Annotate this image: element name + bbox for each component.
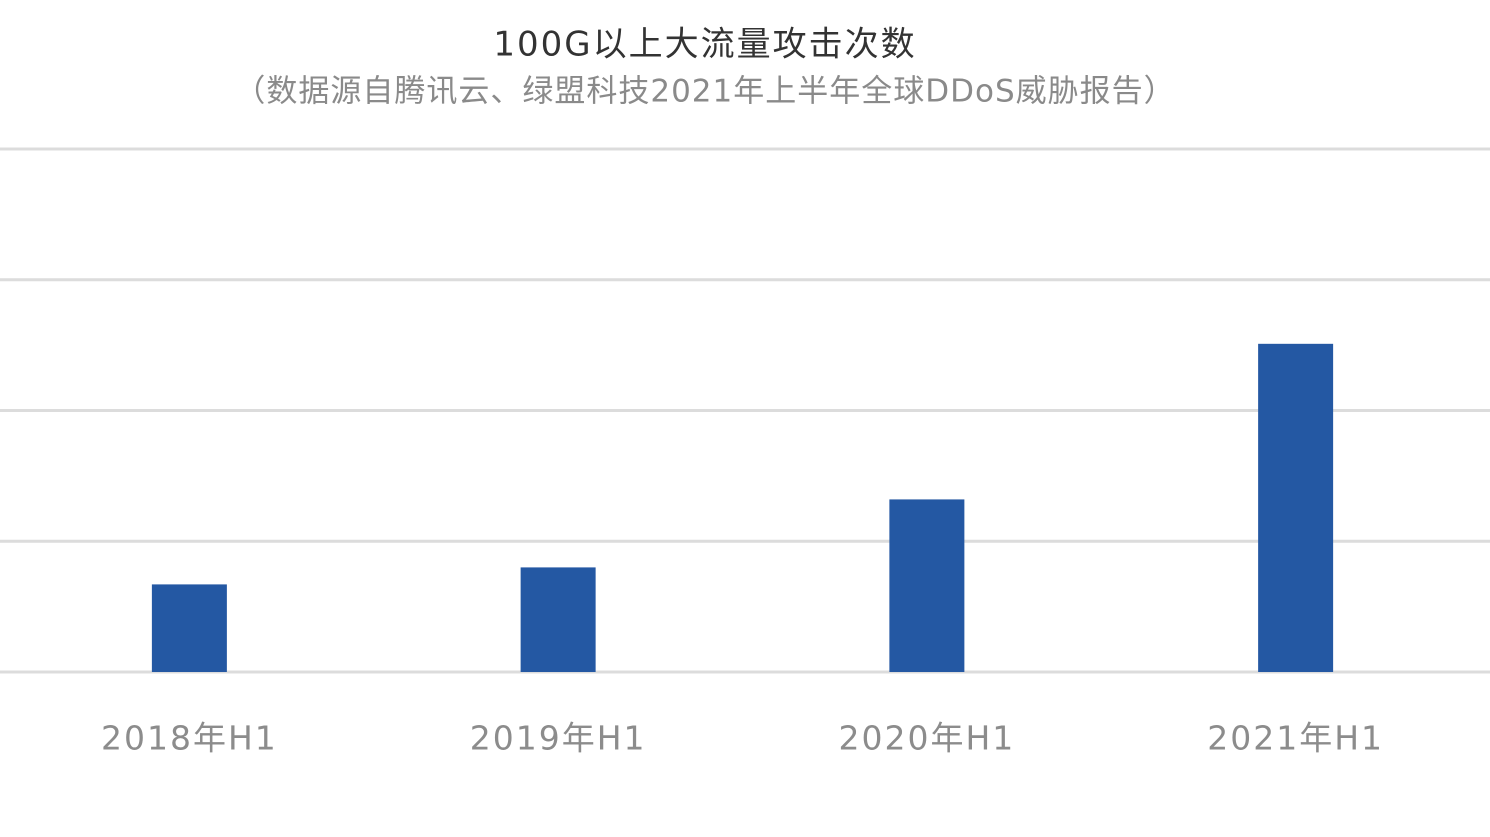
- bar: [151, 584, 227, 672]
- bar: [1258, 343, 1334, 672]
- x-tick-label: 2021年H1: [1207, 719, 1384, 758]
- x-tick-label: 2020年H1: [838, 719, 1015, 758]
- x-tick-label: 2019年H1: [470, 719, 647, 758]
- chart-subtitle: （数据源自腾讯云、绿盟科技2021年上半年全球DDoS威胁报告）: [234, 74, 1175, 110]
- x-tick-label: 2018年H1: [101, 719, 278, 758]
- bar: [889, 499, 965, 672]
- chart-title: 100G以上大流量攻击次数: [493, 25, 916, 65]
- bar: [520, 567, 596, 672]
